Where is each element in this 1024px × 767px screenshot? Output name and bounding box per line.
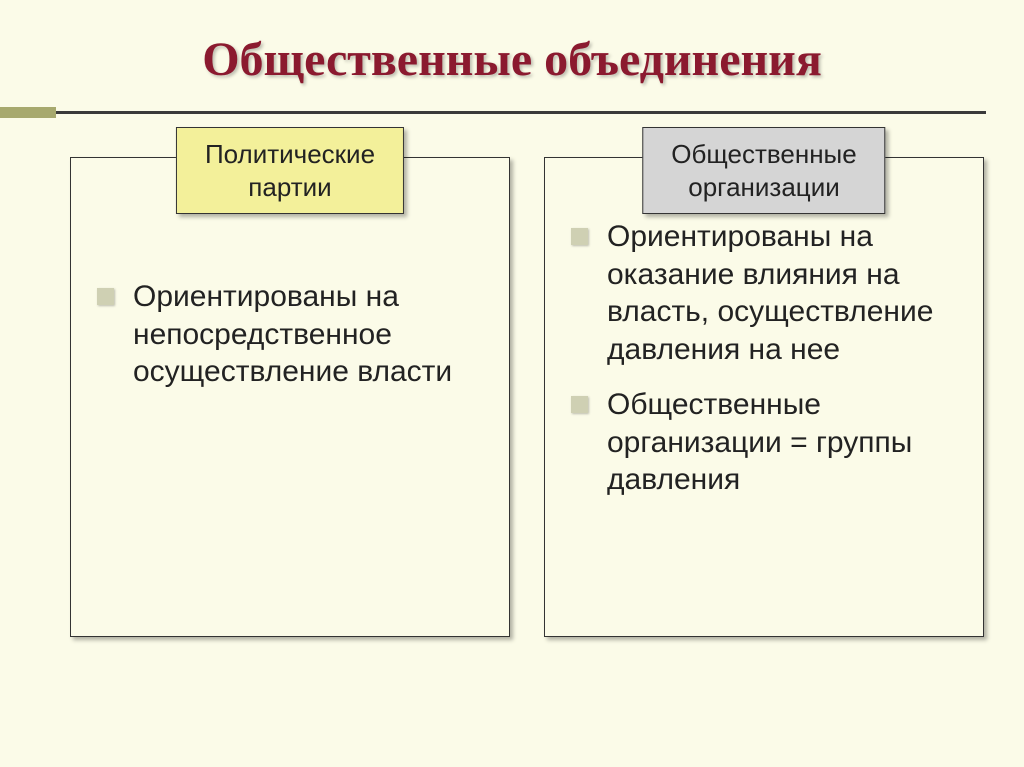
label-line: Общественные организации: [671, 139, 856, 202]
list-item: Ориентированы на непосредственное осущес…: [95, 278, 485, 391]
list-item: Общественные организации = группы давлен…: [569, 386, 959, 499]
list-item: Ориентированы на оказание влияния на вла…: [569, 218, 959, 368]
columns-container: Политические партии Ориентированы на неп…: [0, 117, 1024, 637]
title-divider: [0, 109, 986, 117]
content-box-public: Ориентированы на оказание влияния на вла…: [544, 157, 984, 637]
column-political-parties: Политические партии Ориентированы на неп…: [70, 157, 510, 637]
bullet-list-public: Ориентированы на оказание влияния на вла…: [569, 218, 959, 499]
divider-accent-block: [0, 107, 56, 118]
label-line1: Политические партии: [205, 139, 375, 202]
bullet-list-political: Ориентированы на непосредственное осущес…: [95, 278, 485, 391]
column-public-orgs: Общественные организации Ориентированы н…: [544, 157, 984, 637]
slide-title: Общественные объединения: [0, 0, 1024, 109]
content-box-political: Ориентированы на непосредственное осущес…: [70, 157, 510, 637]
divider-line: [0, 111, 986, 114]
column-label-public: Общественные организации: [642, 127, 885, 214]
column-label-political: Политические партии: [176, 127, 404, 214]
